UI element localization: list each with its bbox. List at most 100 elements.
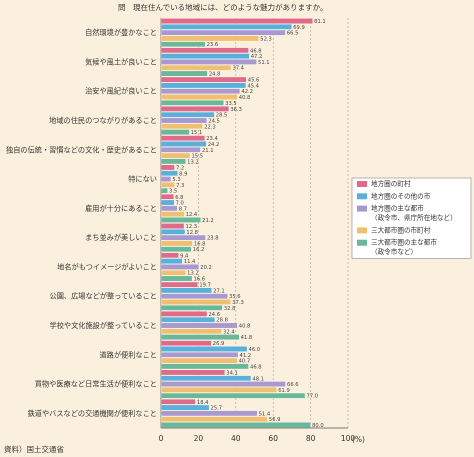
data-label: 32.8 xyxy=(224,306,236,312)
bar xyxy=(160,287,212,294)
data-label: 36.3 xyxy=(230,107,242,113)
legend-swatch xyxy=(357,205,367,212)
bar xyxy=(160,269,186,276)
data-label: 47.2 xyxy=(251,54,263,60)
data-label: 28.5 xyxy=(216,113,228,119)
bar xyxy=(160,147,201,153)
bar xyxy=(160,53,250,59)
category-label: 道路が便利なこと xyxy=(99,350,157,359)
data-label: 7.3 xyxy=(176,183,184,189)
data-label: 24.8 xyxy=(209,72,221,78)
bar xyxy=(160,194,174,200)
data-label: 13.2 xyxy=(187,159,199,165)
bar xyxy=(160,106,230,112)
bar xyxy=(160,158,186,165)
bar xyxy=(160,41,206,47)
legend-label: 三大都市圏の主な都市（政令市など） xyxy=(371,238,437,257)
data-label: 26.9 xyxy=(213,341,225,347)
category-label: 公園、広場などが整っていること xyxy=(50,292,157,301)
data-label: 12.3 xyxy=(186,224,198,230)
x-tick-label: 100 xyxy=(341,434,356,443)
data-label: 40.8 xyxy=(239,324,251,330)
data-label: 23.4 xyxy=(206,136,218,142)
data-label: 66.6 xyxy=(287,382,299,388)
data-label: 51.1 xyxy=(258,60,270,66)
data-label: 69.9 xyxy=(293,25,305,31)
data-label: 45.6 xyxy=(248,78,260,84)
bar xyxy=(160,100,224,106)
data-label: 37.3 xyxy=(232,300,244,306)
data-label: 46.8 xyxy=(250,48,262,54)
data-label: 13.2 xyxy=(187,271,199,277)
bar xyxy=(160,199,175,206)
bar xyxy=(160,422,311,428)
bar xyxy=(160,264,199,270)
data-label: 16.6 xyxy=(194,277,206,283)
data-label: 18.4 xyxy=(197,400,209,406)
data-label: 40.7 xyxy=(239,359,251,365)
bar xyxy=(160,211,185,217)
data-label: 23.8 xyxy=(207,236,219,242)
data-label: 5.3 xyxy=(172,177,180,183)
bar xyxy=(160,64,232,71)
bar xyxy=(160,281,198,288)
bar xyxy=(160,340,212,346)
bar xyxy=(160,18,313,24)
data-label: 41.2 xyxy=(240,353,252,359)
data-label: 7.2 xyxy=(176,165,184,171)
bar xyxy=(160,357,238,364)
category-labels: 自然環境が豊かなこと気候や風土が良いこと治安や風紀が良いこと地域の住民のつながり… xyxy=(6,28,157,418)
bar xyxy=(160,352,239,358)
legend-label: 地方圏の町村 xyxy=(371,179,411,188)
data-label: 27.1 xyxy=(213,288,225,294)
data-label: 56.9 xyxy=(269,417,281,423)
bar xyxy=(160,293,228,299)
bar xyxy=(160,240,193,247)
bar xyxy=(160,234,206,241)
bar xyxy=(160,129,190,135)
bar xyxy=(160,217,201,223)
data-label: 24.2 xyxy=(208,142,220,148)
bar xyxy=(160,47,249,54)
data-label: 42.2 xyxy=(241,89,253,95)
category-label: 独自の伝統・習慣などの文化・歴史があること xyxy=(6,145,157,154)
category-label: 気候や風土が良いこと xyxy=(85,57,157,66)
bars-group: 81.169.966.552.323.646.847.251.137.424.8… xyxy=(160,18,326,429)
bar xyxy=(160,117,207,124)
bar xyxy=(160,88,241,94)
x-unit-label: (%) xyxy=(352,435,365,444)
bar xyxy=(160,381,286,387)
category-label: 買物や医療など日常生活が便利なこと xyxy=(35,380,157,389)
bar xyxy=(160,176,172,182)
data-label: 3.5 xyxy=(169,189,177,195)
data-label: 81.1 xyxy=(314,19,326,25)
legend-swatch xyxy=(357,239,367,246)
data-label: 8.7 xyxy=(179,206,187,212)
bar xyxy=(160,24,292,30)
x-tick-label: 60 xyxy=(268,434,278,443)
x-axis: 0 20 40 60 80 100 xyxy=(159,427,356,443)
data-label: 33.5 xyxy=(225,101,237,107)
x-tick-label: 80 xyxy=(306,434,316,443)
bar xyxy=(160,404,210,411)
category-label: 雇用が十分にあること xyxy=(85,204,157,213)
legend-label: 地方圏の主な都市（政令市、県庁所在地など） xyxy=(371,204,457,223)
data-label: 12.4 xyxy=(186,212,198,218)
bar xyxy=(160,258,183,264)
data-label: 25.7 xyxy=(211,406,223,412)
data-label: 80.0 xyxy=(312,423,324,429)
data-label: 34.1 xyxy=(226,370,238,376)
data-label: 16.2 xyxy=(193,247,205,253)
bar xyxy=(160,328,222,335)
bar xyxy=(160,416,268,422)
data-label: 22.3 xyxy=(204,124,216,130)
bar xyxy=(160,305,223,311)
source-text: 資料）国土交通省 xyxy=(4,444,64,454)
data-label: 15.1 xyxy=(191,130,203,136)
data-label: 46.8 xyxy=(250,364,262,370)
data-label: 24.6 xyxy=(209,312,221,318)
bar xyxy=(160,346,248,352)
data-label: 19.7 xyxy=(199,283,211,289)
bar xyxy=(160,223,185,229)
